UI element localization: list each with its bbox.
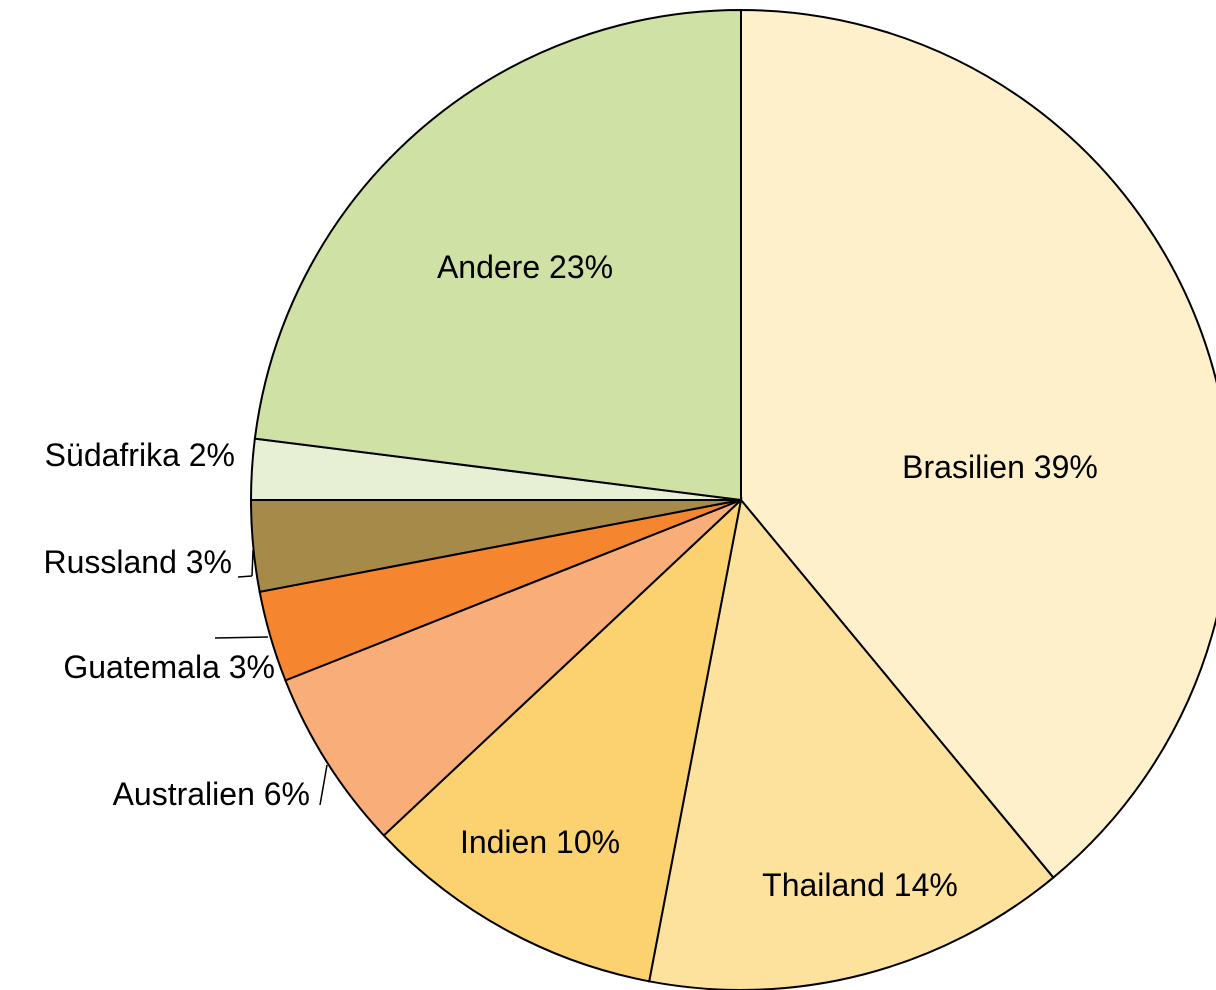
category-name: Australien: [113, 776, 255, 812]
category-name: Guatemala: [63, 649, 220, 685]
category-name: Thailand: [762, 867, 885, 903]
value-label: 14%: [894, 867, 958, 903]
slice-label: Guatemala 3%: [63, 649, 275, 685]
value-label: 3%: [186, 544, 232, 580]
slice-label: Südafrika 2%: [45, 437, 235, 473]
pie-slice: [740, 8, 1216, 879]
leader-line: [319, 764, 328, 806]
category-name: Russland: [43, 544, 176, 580]
category-name: Südafrika: [45, 437, 180, 473]
leader-line: [214, 636, 269, 639]
value-label: 2%: [189, 437, 235, 473]
slice-label: Brasilien 39%: [902, 449, 1098, 485]
slice-label: Andere 23%: [437, 249, 613, 285]
value-label: 39%: [1034, 449, 1098, 485]
slice-label: Indien 10%: [460, 824, 620, 860]
category-name: Andere: [437, 249, 540, 285]
slice-label: Thailand 14%: [762, 867, 958, 903]
value-label: 10%: [556, 824, 620, 860]
value-label: 23%: [549, 249, 613, 285]
leader-line: [251, 549, 254, 577]
category-name: Indien: [460, 824, 547, 860]
pie-slice: [253, 8, 742, 502]
slice-label: Russland 3%: [43, 544, 232, 580]
pie-slice: [648, 497, 1055, 990]
value-label: 6%: [264, 776, 310, 812]
value-label: 3%: [229, 649, 275, 685]
pie-slice: [284, 499, 742, 837]
category-name: Brasilien: [902, 449, 1025, 485]
slice-label: Australien 6%: [113, 776, 310, 812]
pie-slice: [382, 497, 743, 983]
leader-line: [237, 575, 253, 578]
